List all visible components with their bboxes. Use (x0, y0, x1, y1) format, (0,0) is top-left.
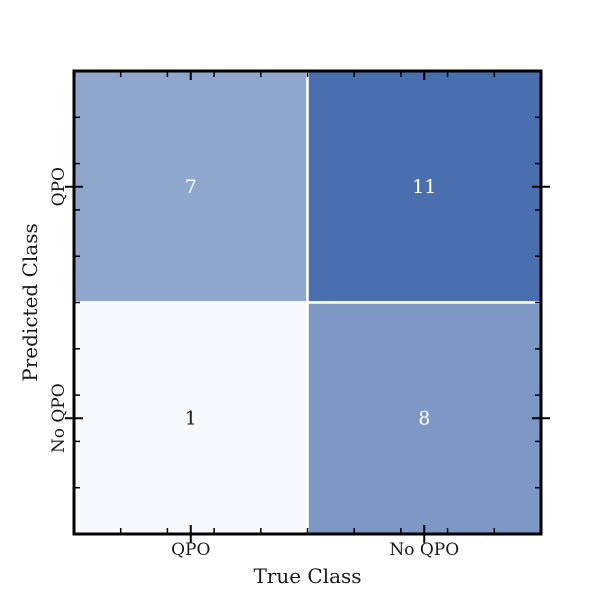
y-tick-label: No QPO (49, 383, 69, 453)
y-tick-label: QPO (49, 167, 69, 206)
x-axis-label: True Class (253, 564, 361, 588)
y-axis-label: Predicted Class (18, 223, 42, 381)
y-tick-labels: QPO No QPO (49, 167, 69, 453)
x-tick-label: No QPO (389, 540, 459, 560)
plot-frame (72, 69, 543, 536)
x-tick-label: QPO (171, 540, 210, 560)
x-tick-labels: QPO No QPO (171, 540, 459, 560)
cell-value-label: 1 (185, 407, 197, 429)
heatmap-cell (306, 301, 543, 536)
cell-value-label: 7 (185, 176, 197, 198)
heatmap-cell (306, 69, 543, 304)
heatmap-cell (72, 69, 309, 304)
minor-ticks (74, 71, 541, 534)
cell-value-label: 8 (418, 407, 430, 429)
heatmap-cell (72, 301, 309, 536)
cell-value-labels: 7 111 8 (185, 176, 437, 430)
heatmap-cells (72, 69, 543, 536)
cell-value-label: 11 (412, 176, 436, 198)
